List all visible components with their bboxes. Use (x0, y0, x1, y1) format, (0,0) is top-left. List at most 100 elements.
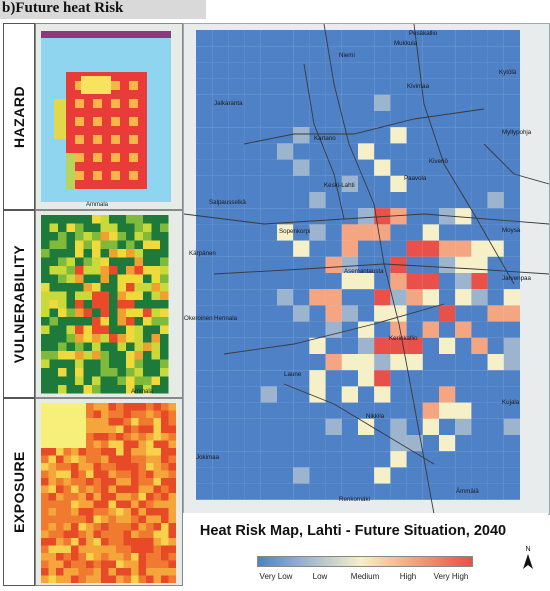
exposure-cell (86, 545, 94, 553)
place-labels: Pesäkallio Mukkula Niemi Kytölä Kivimaa Jalka… (184, 30, 532, 503)
hazard-cell (102, 117, 111, 126)
risk-cell (325, 451, 342, 468)
exposure-cell (78, 508, 86, 516)
exposure-cell (86, 418, 94, 426)
exposure-cell (123, 425, 131, 433)
risk-cell (277, 451, 294, 468)
risk-cell (293, 337, 310, 354)
exposure-cell (101, 463, 109, 471)
risk-cell (503, 321, 520, 338)
risk-cell (293, 289, 310, 306)
risk-cell (390, 127, 407, 144)
exposure-cell (41, 485, 49, 493)
exposure-cell (48, 448, 56, 456)
exposure-cell (71, 575, 79, 583)
vulnerability-cell (151, 385, 160, 394)
risk-cell (293, 483, 310, 500)
exposure-cell (146, 530, 154, 538)
hazard-place-label: Ammala (86, 202, 109, 208)
risk-cell (341, 94, 358, 111)
exposure-cell (153, 500, 161, 508)
vulnerability-cell (151, 351, 160, 360)
risk-cell (277, 208, 294, 225)
risk-cell (341, 354, 358, 371)
risk-cell (390, 111, 407, 128)
risk-cell (196, 321, 213, 338)
risk-cell (341, 289, 358, 306)
hazard-cell (93, 126, 102, 135)
vulnerability-cell (92, 274, 101, 283)
risk-cell (260, 62, 277, 79)
exposure-cell (123, 448, 131, 456)
hazard-cell (138, 81, 147, 90)
vulnerability-cell (92, 334, 101, 343)
vulnerability-cell (143, 317, 152, 326)
exposure-cell (86, 455, 94, 463)
risk-cell (374, 289, 391, 306)
risk-cell (487, 127, 504, 144)
risk-cell (503, 175, 520, 192)
exposure-cell (78, 440, 86, 448)
risk-cell (455, 224, 472, 241)
risk-cell (277, 256, 294, 273)
vulnerability-cell (49, 274, 58, 283)
risk-cell (439, 402, 456, 419)
risk-cell (293, 321, 310, 338)
hazard-cell (84, 162, 93, 171)
exposure-cell (168, 575, 176, 583)
legend-low: Low (312, 572, 328, 581)
hazard-cell (138, 126, 147, 135)
hazard-cell (84, 153, 93, 162)
risk-cell (212, 62, 229, 79)
risk-cell (325, 273, 342, 290)
risk-cell (325, 256, 342, 273)
vulnerability-cell (58, 223, 67, 232)
exposure-cell (93, 440, 101, 448)
exposure-cell (48, 440, 56, 448)
hazard-cell (54, 99, 66, 139)
exposure-cell (71, 493, 79, 501)
exposure-cell (108, 530, 116, 538)
risk-cell (455, 418, 472, 435)
exposure-cell (63, 440, 71, 448)
risk-cell (325, 289, 342, 306)
risk-cell (277, 159, 294, 176)
vulnerability-cell (58, 342, 67, 351)
exposure-cell (41, 440, 49, 448)
vulnerability-cell (49, 334, 58, 343)
hazard-label: HAZARD (11, 85, 27, 148)
risk-cell (471, 208, 488, 225)
risk-cell (439, 337, 456, 354)
exposure-cell (101, 448, 109, 456)
exposure-cell (116, 538, 124, 546)
exposure-cell (93, 560, 101, 568)
vulnerability-cell (41, 334, 50, 343)
place-label: Kerinkallio (389, 335, 418, 342)
risk-cell (422, 192, 439, 209)
vulnerability-cell (41, 274, 50, 283)
risk-cell (244, 321, 261, 338)
risk-cell (309, 467, 326, 484)
vulnerability-cell (143, 283, 152, 292)
risk-cell (309, 435, 326, 452)
risk-cell (293, 354, 310, 371)
exposure-cell (123, 410, 131, 418)
vulnerability-cell (49, 215, 58, 224)
risk-cell (260, 94, 277, 111)
hazard-thumbnail: Ammala (35, 23, 183, 210)
vulnerability-cell (151, 249, 160, 258)
exposure-cell (116, 523, 124, 531)
exposure-cell (131, 493, 139, 501)
exposure-cell (123, 508, 131, 516)
risk-cell (293, 224, 310, 241)
risk-cell (196, 386, 213, 403)
vulnerability-cell (160, 266, 169, 275)
exposure-cell (56, 455, 64, 463)
vulnerability-cell (109, 257, 118, 266)
vulnerability-cell (143, 266, 152, 275)
exposure-cell (101, 433, 109, 441)
exposure-cell (108, 463, 116, 471)
exposure-cell (71, 418, 79, 426)
exposure-cell (168, 403, 176, 411)
exposure-cell (93, 410, 101, 418)
